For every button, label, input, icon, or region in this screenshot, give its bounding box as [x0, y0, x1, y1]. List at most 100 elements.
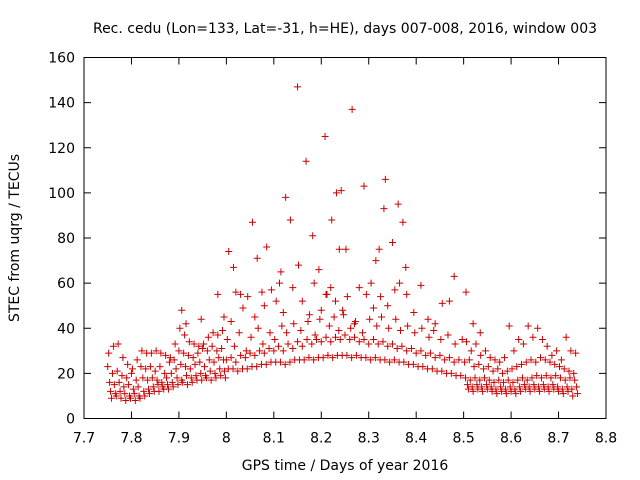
data-point [374, 340, 382, 348]
data-point [561, 376, 569, 384]
data-point [220, 367, 228, 375]
data-point [177, 360, 185, 368]
data-point [213, 347, 221, 355]
data-point [425, 333, 433, 341]
data-point [309, 232, 317, 240]
data-point [235, 329, 243, 337]
data-point [464, 385, 472, 393]
data-point [469, 320, 477, 328]
x-tick-label: 8.1 [263, 431, 285, 447]
data-point [562, 333, 570, 341]
data-point [462, 374, 470, 382]
data-point [556, 374, 564, 382]
data-point [106, 378, 114, 386]
data-point [206, 367, 214, 375]
data-point [543, 342, 551, 350]
data-point [289, 345, 297, 353]
data-point [184, 351, 192, 359]
data-point [534, 324, 542, 332]
data-point [503, 367, 511, 375]
data-point [217, 372, 225, 380]
data-point [482, 381, 490, 389]
data-point [359, 329, 367, 337]
data-point [112, 392, 120, 400]
data-point [494, 365, 502, 373]
data-point [175, 347, 183, 355]
data-point [501, 385, 509, 393]
data-point [284, 340, 292, 348]
data-point [277, 268, 285, 276]
data-point [541, 356, 549, 364]
data-point [242, 347, 250, 355]
data-point [180, 349, 188, 357]
data-point [468, 383, 476, 391]
data-point [505, 322, 513, 330]
data-point [171, 340, 179, 348]
data-point [195, 342, 203, 350]
x-axis-label: GPS time / Days of year 2016 [242, 458, 449, 474]
data-point [522, 358, 530, 366]
data-point [573, 383, 581, 391]
data-point [117, 394, 125, 402]
data-point [156, 363, 164, 371]
x-tick-label: 8.6 [500, 431, 522, 447]
data-point [438, 367, 446, 375]
data-point [504, 376, 512, 384]
data-point [475, 360, 483, 368]
x-axis: 7.7 7.8 7.9 8 8.1 8.2 8.3 8.4 8.5 8.6 8.7 8.8 [73, 57, 617, 447]
data-point [105, 349, 113, 357]
data-point [149, 383, 157, 391]
data-point [237, 351, 245, 359]
data-point [506, 383, 514, 391]
data-point [251, 313, 259, 321]
data-point [372, 257, 380, 265]
data-point [317, 306, 325, 314]
data-point [164, 381, 172, 389]
data-point [469, 387, 477, 395]
data-point [518, 360, 526, 368]
data-point [221, 374, 229, 382]
data-point [246, 349, 254, 357]
chart-title: Rec. cedu (Lon=133, Lat=-31, h=HE), days… [93, 21, 597, 37]
data-point [524, 322, 532, 330]
data-point [332, 333, 340, 341]
data-point [527, 356, 535, 364]
data-point [298, 297, 306, 305]
data-point [352, 351, 360, 359]
data-point [532, 358, 540, 366]
data-point [227, 317, 235, 325]
data-point [119, 354, 127, 362]
plot-area-border [83, 57, 607, 419]
data-point [483, 385, 491, 393]
data-point [308, 340, 316, 348]
data-point [388, 340, 396, 348]
data-point [325, 322, 333, 330]
data-point [202, 374, 210, 382]
data-point [516, 383, 524, 391]
data-point [537, 354, 545, 362]
data-point [445, 297, 453, 305]
data-point [330, 313, 338, 321]
data-point [266, 329, 274, 337]
data-point [342, 245, 350, 253]
data-point [327, 338, 335, 346]
data-point [445, 354, 453, 362]
x-tick-label: 8.8 [595, 431, 617, 447]
data-point [214, 331, 222, 339]
data-point [298, 342, 306, 350]
data-point [168, 378, 176, 386]
data-point [404, 322, 412, 330]
data-point [514, 376, 522, 384]
data-point [115, 378, 123, 386]
data-point [223, 336, 231, 344]
y-tick-label: 20 [57, 366, 75, 382]
data-point [544, 383, 552, 391]
data-point [407, 345, 415, 353]
data-point [270, 347, 278, 355]
data-point [510, 347, 518, 355]
data-point [319, 354, 327, 362]
data-point [457, 372, 465, 380]
data-point [367, 356, 375, 364]
data-point [302, 157, 310, 165]
